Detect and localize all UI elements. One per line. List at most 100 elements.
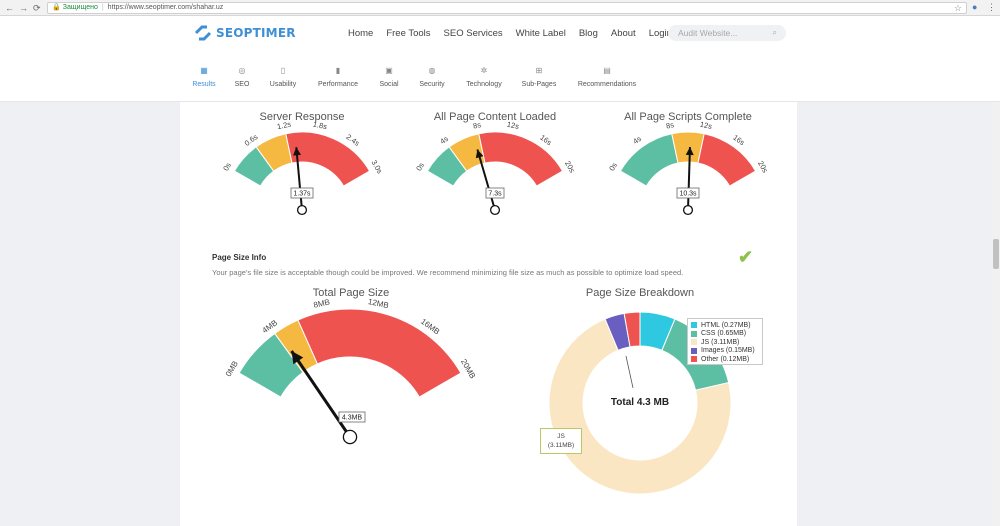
gauge-band-poor bbox=[285, 131, 371, 187]
gauge-tick-label: 12s bbox=[506, 120, 520, 131]
nav-link-home[interactable]: Home bbox=[348, 28, 374, 39]
donut-center-label: Total 4.3 MB bbox=[610, 397, 670, 408]
results-subnav: ▦ Results ◎ SEO ▯ Usability ▮ Performance ▣ Socia… bbox=[0, 66, 1000, 96]
gauge-value-box bbox=[290, 187, 314, 199]
gauge-needle-arrow bbox=[685, 147, 694, 156]
tab-label: Social bbox=[379, 81, 399, 88]
gauge-tick-label: 1.8s bbox=[312, 119, 328, 131]
address-bar[interactable]: 🔒 Защищено | https://www.seoptimer.com/shah… bbox=[47, 2, 967, 14]
tab-security[interactable]: ◍ Security bbox=[419, 66, 444, 88]
gauge-hub bbox=[682, 204, 694, 216]
seoptimer-logo[interactable]: SEOPTIMER bbox=[193, 21, 296, 45]
breakdown-title: Page Size Breakdown bbox=[585, 287, 695, 299]
tab-recommendations[interactable]: ▤ Recommendations bbox=[578, 66, 636, 88]
secure-label: Защищено bbox=[62, 4, 98, 11]
gauge-value-box bbox=[676, 187, 700, 199]
donut-slice-js[interactable] bbox=[548, 318, 732, 495]
breakdown-legend: HTML (0.27MB) CSS (0.65MB) JS (3.11MB) Imag… bbox=[687, 318, 763, 365]
tab-label: Security bbox=[419, 81, 445, 88]
back-icon[interactable]: ← bbox=[5, 3, 14, 13]
nav-link-white-label[interactable]: White Label bbox=[515, 28, 566, 39]
tab-label: Technology bbox=[466, 81, 502, 88]
security-icon: ◍ bbox=[428, 66, 436, 75]
page-size-info-title: Page Size Info bbox=[212, 253, 267, 262]
nav-link-blog[interactable]: Blog bbox=[578, 28, 598, 39]
gauge-value-box bbox=[338, 411, 366, 423]
nav-link-login[interactable]: Login bbox=[648, 28, 672, 39]
results-icon: ▦ bbox=[200, 66, 208, 75]
gauge-hub bbox=[296, 204, 308, 216]
page-size-info-description: Your page's file size is acceptable thou… bbox=[212, 268, 684, 277]
tab-label: Recommendations bbox=[577, 81, 637, 88]
menu-icon[interactable]: ⋮ bbox=[987, 2, 996, 12]
bookmark-star-icon[interactable]: ☆ bbox=[953, 3, 962, 13]
legend-item[interactable]: Images (0.15MB) bbox=[691, 347, 759, 356]
page-scrollbar[interactable] bbox=[992, 16, 1000, 526]
usability-icon: ▯ bbox=[280, 66, 286, 75]
subpages-icon: ⊞ bbox=[535, 66, 543, 75]
legend-swatch bbox=[691, 339, 697, 346]
gauge-title-total-page-size: Total Page Size bbox=[312, 287, 390, 299]
donut-tooltip: JS (3.11MB) bbox=[540, 428, 582, 454]
gauge-tick-label: 0s bbox=[607, 161, 619, 173]
profile-icon[interactable]: ● bbox=[972, 2, 978, 12]
legend-item[interactable]: JS (3.11MB) bbox=[691, 338, 759, 347]
gauge-hub bbox=[342, 429, 358, 445]
forward-icon[interactable]: → bbox=[19, 3, 28, 13]
gauge-needle-arrow bbox=[475, 149, 484, 159]
legend-item[interactable]: Other (0.12MB) bbox=[691, 355, 759, 364]
legend-label: CSS (0.65MB) bbox=[701, 330, 747, 338]
gauge-needle bbox=[295, 147, 303, 211]
gauge-needle bbox=[687, 146, 691, 211]
tooltip-value: (3.11MB) bbox=[547, 442, 575, 449]
tab-social[interactable]: ▣ Social bbox=[379, 66, 398, 88]
scrollbar-thumb[interactable] bbox=[993, 239, 999, 269]
social-icon: ▣ bbox=[385, 66, 393, 75]
search-placeholder: Audit Website... bbox=[678, 28, 738, 38]
main-navigation: Home Free Tools SEO Services White Label Blo… bbox=[348, 28, 685, 39]
legend-swatch bbox=[691, 322, 697, 329]
tab-usability[interactable]: ▯ Usability bbox=[270, 66, 296, 88]
gauge-tick-label: 8MB bbox=[313, 297, 331, 309]
gauge-tick-label: 4s bbox=[438, 134, 450, 146]
legend-item[interactable]: HTML (0.27MB) bbox=[691, 321, 759, 330]
gauge-needle-arrow bbox=[293, 147, 301, 156]
gauge-value-box bbox=[485, 187, 505, 199]
tab-label: Results bbox=[192, 81, 216, 88]
gauge-band-poor bbox=[697, 133, 757, 187]
legend-item[interactable]: CSS (0.65MB) bbox=[691, 330, 759, 339]
audit-search-input[interactable]: Audit Website... ⌕ bbox=[668, 25, 786, 41]
gauge-title-scripts-complete: All Page Scripts Complete bbox=[624, 111, 752, 123]
nav-link-about[interactable]: About bbox=[610, 28, 636, 39]
donut-slice-other[interactable] bbox=[623, 311, 641, 348]
url-text: https://www.seoptimer.com/shahar.uz bbox=[107, 4, 224, 11]
tab-sub-pages[interactable]: ⊞ Sub-Pages bbox=[522, 66, 557, 88]
logo-icon bbox=[194, 25, 212, 41]
nav-link-free-tools[interactable]: Free Tools bbox=[386, 28, 431, 39]
performance-icon: ▮ bbox=[335, 66, 341, 75]
tab-seo[interactable]: ◎ SEO bbox=[235, 66, 250, 88]
gauge-value-label: 10.3s bbox=[679, 191, 697, 198]
gauge-needle bbox=[476, 149, 496, 211]
gauge-value-label: 4.3MB bbox=[342, 415, 363, 422]
lock-icon: 🔒 bbox=[52, 4, 61, 11]
tab-technology[interactable]: ✲ Technology bbox=[466, 66, 501, 88]
gauge-needle-arrow bbox=[291, 350, 304, 365]
legend-label: Images (0.15MB) bbox=[701, 347, 755, 355]
browser-toolbar: ← → ⟳ 🔒 Защищено | https://www.seoptimer.co… bbox=[0, 0, 1000, 16]
tab-results[interactable]: ▦ Results bbox=[192, 66, 215, 88]
reload-icon[interactable]: ⟳ bbox=[33, 3, 41, 13]
tab-performance[interactable]: ▮ Performance bbox=[318, 66, 358, 88]
search-icon[interactable]: ⌕ bbox=[772, 28, 777, 37]
tooltip-name: JS bbox=[557, 433, 565, 440]
tab-label: Sub-Pages bbox=[521, 81, 557, 88]
nav-link-seo-services[interactable]: SEO Services bbox=[443, 28, 503, 39]
gauge-tick-label: 12s bbox=[699, 120, 713, 131]
recommendations-icon: ▤ bbox=[603, 66, 611, 75]
donut-pointer-line bbox=[625, 355, 634, 389]
gauge-title-content-loaded: All Page Content Loaded bbox=[433, 111, 557, 123]
legend-swatch bbox=[691, 356, 697, 363]
logo-text: SEOPTIMER bbox=[216, 26, 296, 40]
gauge-tick-label: 0s bbox=[221, 161, 233, 173]
